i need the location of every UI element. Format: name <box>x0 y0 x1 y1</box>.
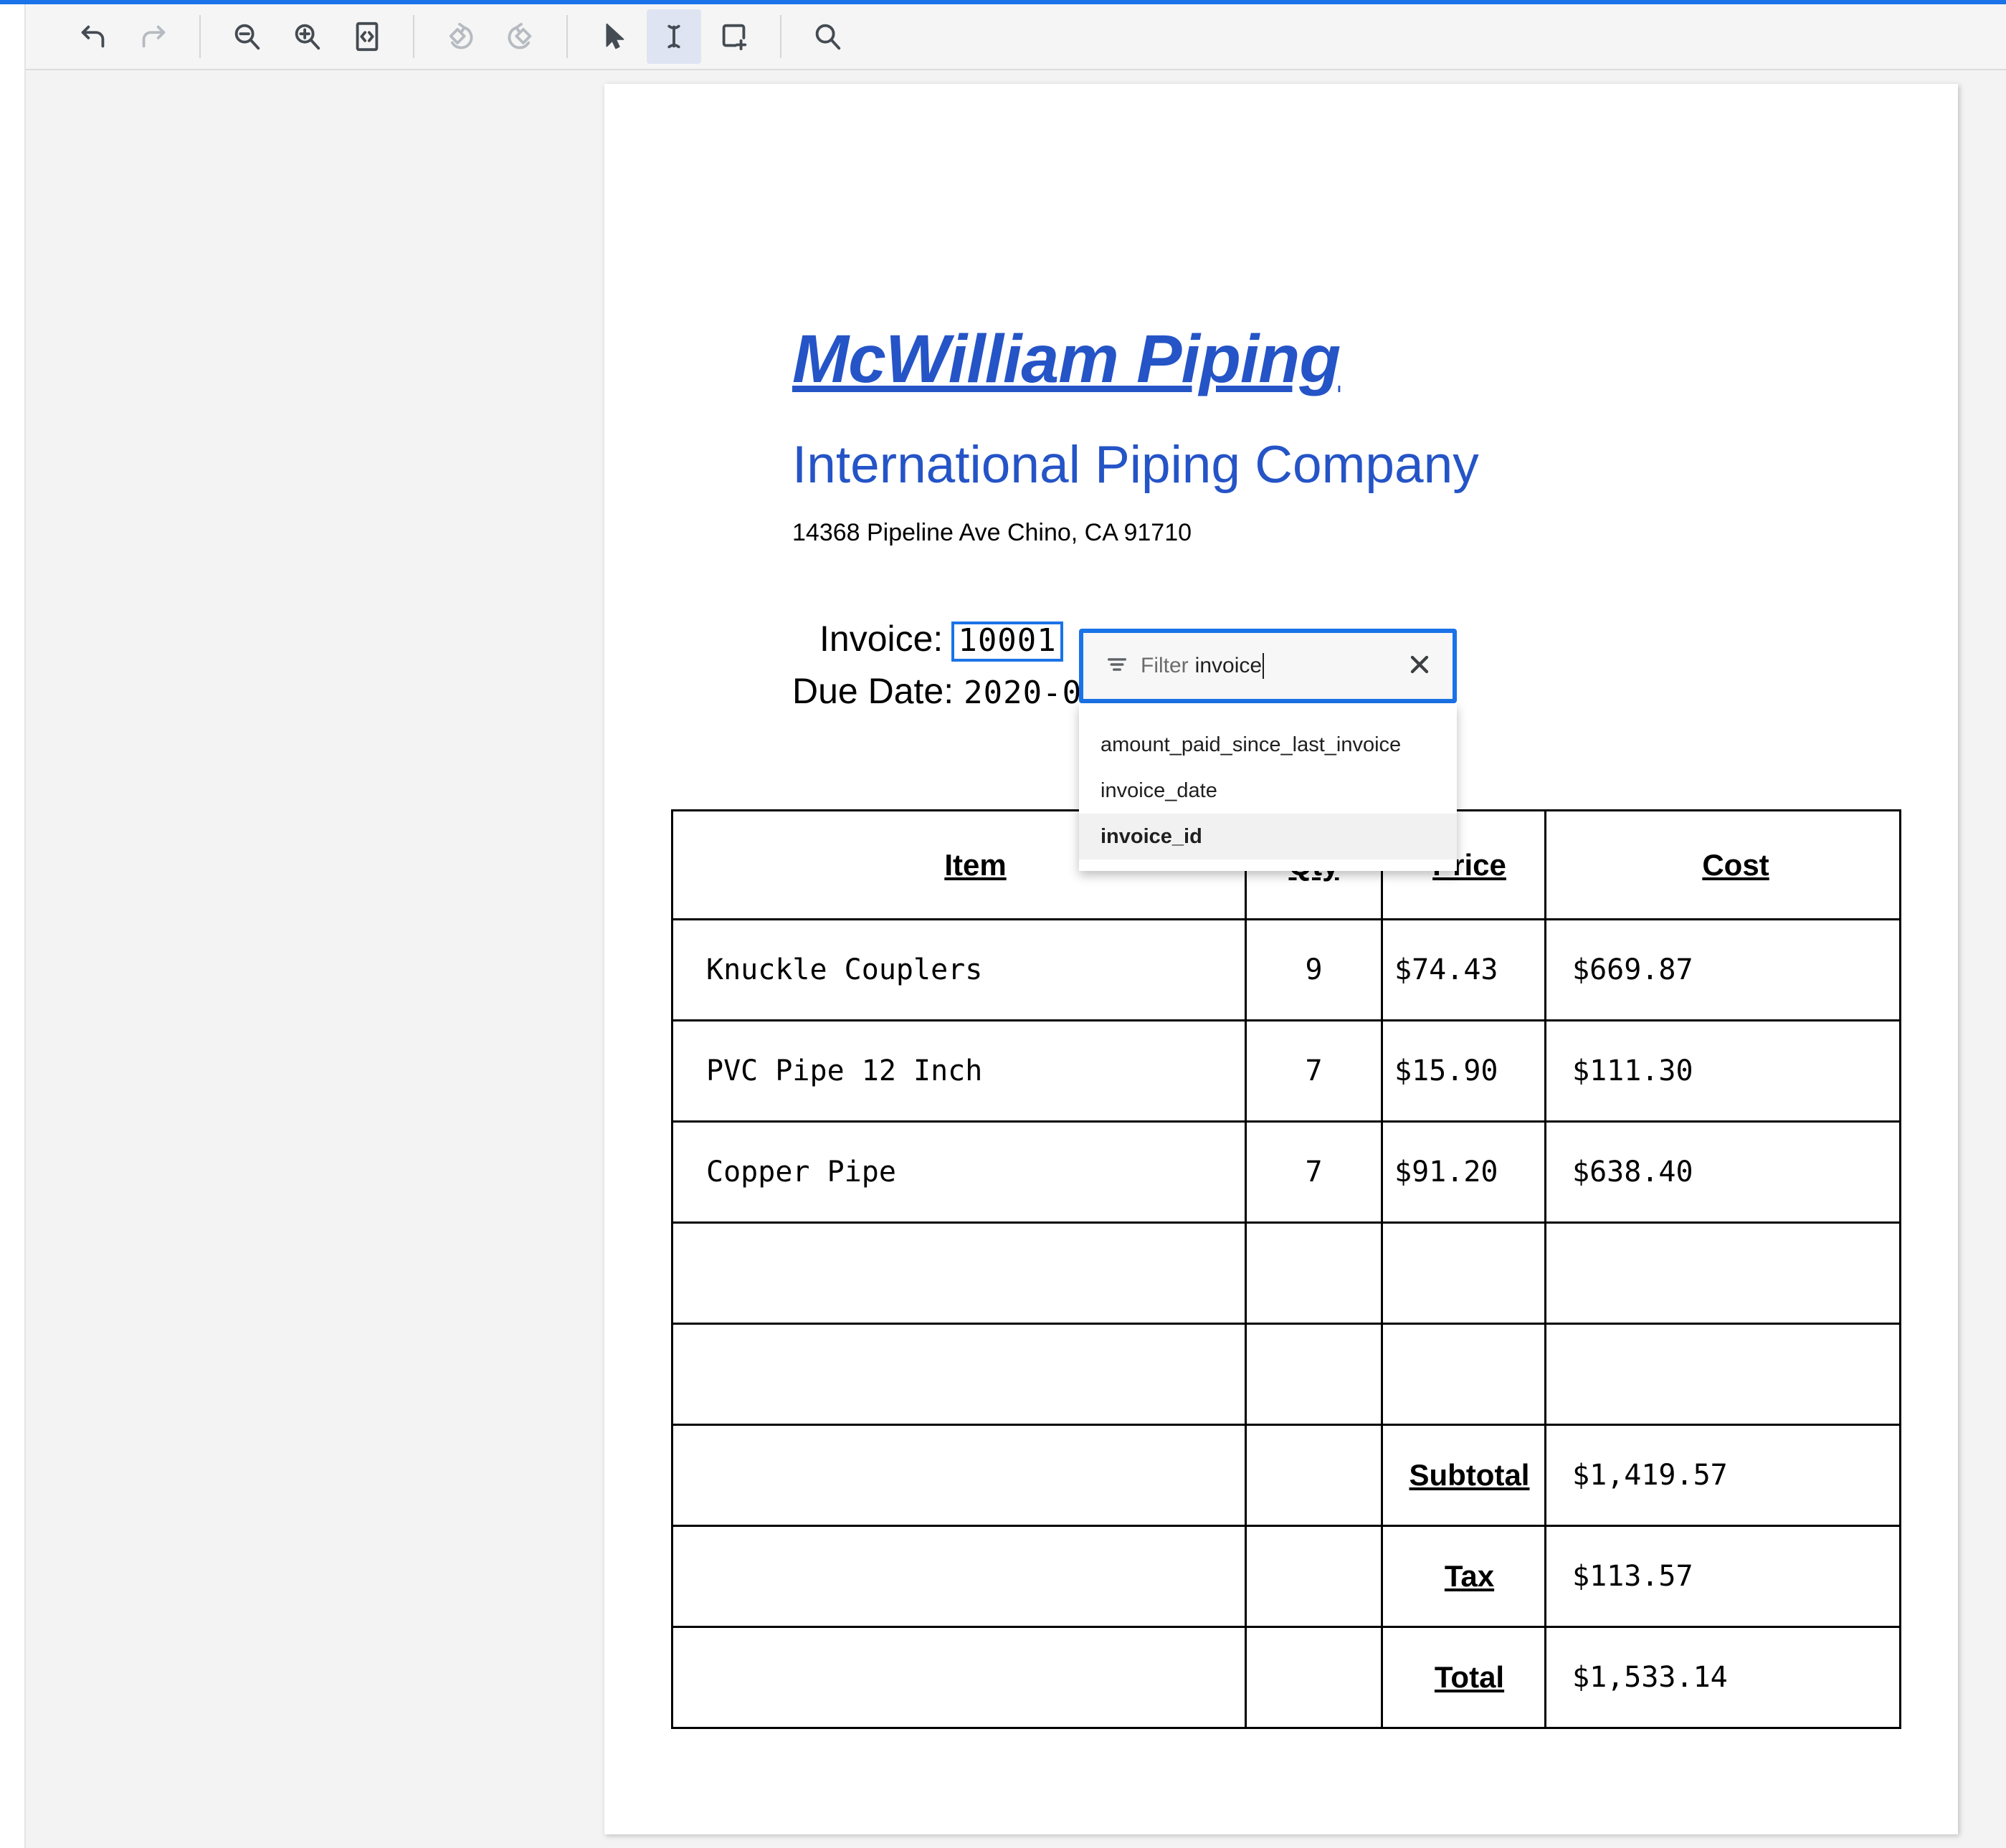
search-button[interactable] <box>800 9 855 64</box>
redo-button[interactable] <box>126 9 181 64</box>
zoom-in-icon <box>290 20 323 53</box>
rotate-left-icon <box>444 20 477 53</box>
table-row[interactable] <box>671 1323 1901 1426</box>
filter-placeholder-prefix: Filter <box>1141 654 1189 677</box>
magnifier-icon <box>811 20 844 53</box>
select-tool-button[interactable] <box>586 9 641 64</box>
toolbar-divider-4 <box>780 15 781 58</box>
toolbar-group-zoom <box>217 4 397 70</box>
due-date-label: Due Date: <box>792 671 954 711</box>
cell-empty <box>671 1626 1247 1729</box>
cell-cost[interactable] <box>1544 1323 1901 1426</box>
cell-qty[interactable]: 9 <box>1245 918 1383 1021</box>
close-x-icon[interactable] <box>1405 650 1434 682</box>
subtotal-label: Subtotal <box>1381 1424 1546 1527</box>
invoice-items-table: Item Qty Price Cost Knuckle Couplers 9 $… <box>671 809 1901 1729</box>
toolbar-group-history <box>63 4 184 70</box>
filter-search-input[interactable]: Filter invoice <box>1141 653 1395 679</box>
cell-cost[interactable]: $638.40 <box>1544 1120 1901 1224</box>
cell-cost[interactable] <box>1544 1221 1901 1325</box>
filter-lines-icon <box>1105 652 1129 680</box>
cell-empty <box>671 1525 1247 1628</box>
document-canvas[interactable]: McWilliam Piping International Piping Co… <box>26 70 2006 1848</box>
rotate-left-button[interactable] <box>433 9 488 64</box>
redo-icon <box>137 20 170 53</box>
subtotal-row[interactable]: Subtotal $1,419.57 <box>671 1424 1901 1527</box>
cell-item[interactable]: Copper Pipe <box>671 1120 1247 1224</box>
invoice-label: Invoice: <box>819 619 943 659</box>
invoice-number-row: Invoice: 10001 <box>819 618 1063 662</box>
toolbar-group-rotate <box>430 4 551 70</box>
cell-empty <box>1245 1525 1383 1628</box>
table-row[interactable] <box>671 1221 1901 1325</box>
filter-options-list[interactable]: amount_paid_since_last_invoice invoice_d… <box>1079 703 1457 871</box>
fit-width-icon <box>351 20 384 53</box>
company-name: McWilliam Piping <box>792 321 1341 397</box>
table-row[interactable]: Knuckle Couplers 9 $74.43 $669.87 <box>671 918 1901 1021</box>
due-date-row: Due Date: 2020-0 <box>792 670 1082 712</box>
cell-item[interactable] <box>671 1221 1247 1325</box>
filter-typed-text: invoice <box>1194 654 1263 677</box>
cell-price[interactable]: $91.20 <box>1381 1120 1546 1224</box>
top-accent-bar <box>0 0 2006 4</box>
cell-qty[interactable] <box>1245 1221 1383 1325</box>
invoice-page[interactable]: McWilliam Piping International Piping Co… <box>604 84 1958 1834</box>
left-rail <box>0 4 26 1848</box>
filter-input-container[interactable]: Filter invoice <box>1079 629 1457 703</box>
toolbar-group-tools <box>584 4 764 70</box>
table-row[interactable]: Copper Pipe 7 $91.20 $638.40 <box>671 1120 1901 1224</box>
add-region-icon <box>718 20 751 53</box>
company-tagline: International Piping Company <box>792 436 1479 494</box>
cell-cost[interactable]: $669.87 <box>1544 918 1901 1021</box>
cursor-arrow-icon <box>597 20 630 53</box>
tax-label: Tax <box>1381 1525 1546 1628</box>
tax-value[interactable]: $113.57 <box>1544 1525 1901 1628</box>
cell-price[interactable] <box>1381 1323 1546 1426</box>
cell-empty <box>671 1424 1247 1527</box>
company-address: 14368 Pipeline Ave Chino, CA 91710 <box>792 519 1192 546</box>
cell-price[interactable]: $74.43 <box>1381 918 1546 1021</box>
cell-item[interactable]: PVC Pipe 12 Inch <box>671 1019 1247 1123</box>
filter-option-amount-paid-since-last-invoice[interactable]: amount_paid_since_last_invoice <box>1101 733 1402 756</box>
fit-width-button[interactable] <box>340 9 394 64</box>
cell-qty[interactable] <box>1245 1323 1383 1426</box>
total-row[interactable]: Total $1,533.14 <box>671 1626 1901 1729</box>
subtotal-value[interactable]: $1,419.57 <box>1544 1424 1901 1527</box>
cell-item[interactable] <box>671 1323 1247 1426</box>
undo-button[interactable] <box>66 9 120 64</box>
text-tool-button[interactable] <box>647 9 701 64</box>
total-label: Total <box>1381 1626 1546 1729</box>
filter-option-invoice-date[interactable]: invoice_date <box>1101 779 1217 802</box>
zoom-out-icon <box>230 20 263 53</box>
toolbar <box>26 4 2006 70</box>
toolbar-group-search <box>797 4 857 70</box>
toolbar-divider-2 <box>413 15 414 58</box>
cell-qty[interactable]: 7 <box>1245 1120 1383 1224</box>
cell-empty <box>1245 1626 1383 1729</box>
toolbar-divider-1 <box>199 15 201 58</box>
text-caret <box>1263 653 1265 679</box>
rotate-right-button[interactable] <box>493 9 548 64</box>
toolbar-divider-3 <box>566 15 568 58</box>
add-region-button[interactable] <box>707 9 761 64</box>
field-filter-popup[interactable]: Filter invoice amount_paid_since_last_in… <box>1079 629 1457 871</box>
cell-price[interactable] <box>1381 1221 1546 1325</box>
text-cursor-icon <box>657 20 690 53</box>
rotate-right-icon <box>504 20 537 53</box>
table-row[interactable]: PVC Pipe 12 Inch 7 $15.90 $111.30 <box>671 1019 1901 1123</box>
column-header-cost: Cost <box>1544 809 1901 920</box>
filter-option-invoice-id[interactable]: invoice_id <box>1079 814 1457 859</box>
undo-icon <box>77 20 110 53</box>
cell-qty[interactable]: 7 <box>1245 1019 1383 1123</box>
tax-row[interactable]: Tax $113.57 <box>671 1525 1901 1628</box>
invoice-number-value[interactable]: 10001 <box>951 621 1063 662</box>
cell-price[interactable]: $15.90 <box>1381 1019 1546 1123</box>
cell-empty <box>1245 1424 1383 1527</box>
zoom-in-button[interactable] <box>280 9 334 64</box>
zoom-out-button[interactable] <box>219 9 274 64</box>
cell-cost[interactable]: $111.30 <box>1544 1019 1901 1123</box>
cell-item[interactable]: Knuckle Couplers <box>671 918 1247 1021</box>
due-date-value[interactable]: 2020-0 <box>964 675 1083 711</box>
total-value[interactable]: $1,533.14 <box>1544 1626 1901 1729</box>
